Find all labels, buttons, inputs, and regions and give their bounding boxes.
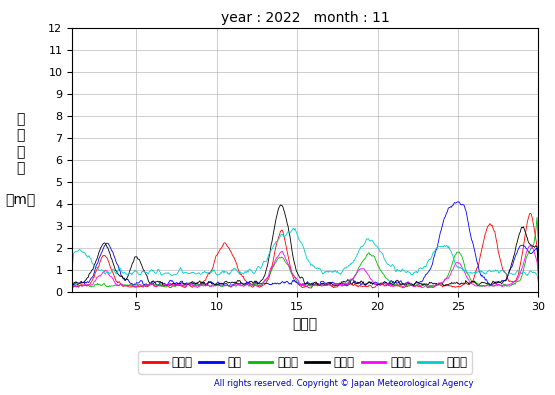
Text: All rights reserved. Copyright © Japan Meteorological Agency: All rights reserved. Copyright © Japan M… xyxy=(214,379,474,388)
Y-axis label: 有
義
波
高

（m）: 有 義 波 高 （m） xyxy=(6,113,36,207)
Legend: 上ノ国, 唐桑, 石庭崎, 経ヶ岸, 生月島, 屋久島: 上ノ国, 唐桑, 石庭崎, 経ヶ岸, 生月島, 屋久島 xyxy=(138,351,472,374)
Title: year : 2022   month : 11: year : 2022 month : 11 xyxy=(221,11,390,25)
X-axis label: （日）: （日） xyxy=(292,318,318,331)
